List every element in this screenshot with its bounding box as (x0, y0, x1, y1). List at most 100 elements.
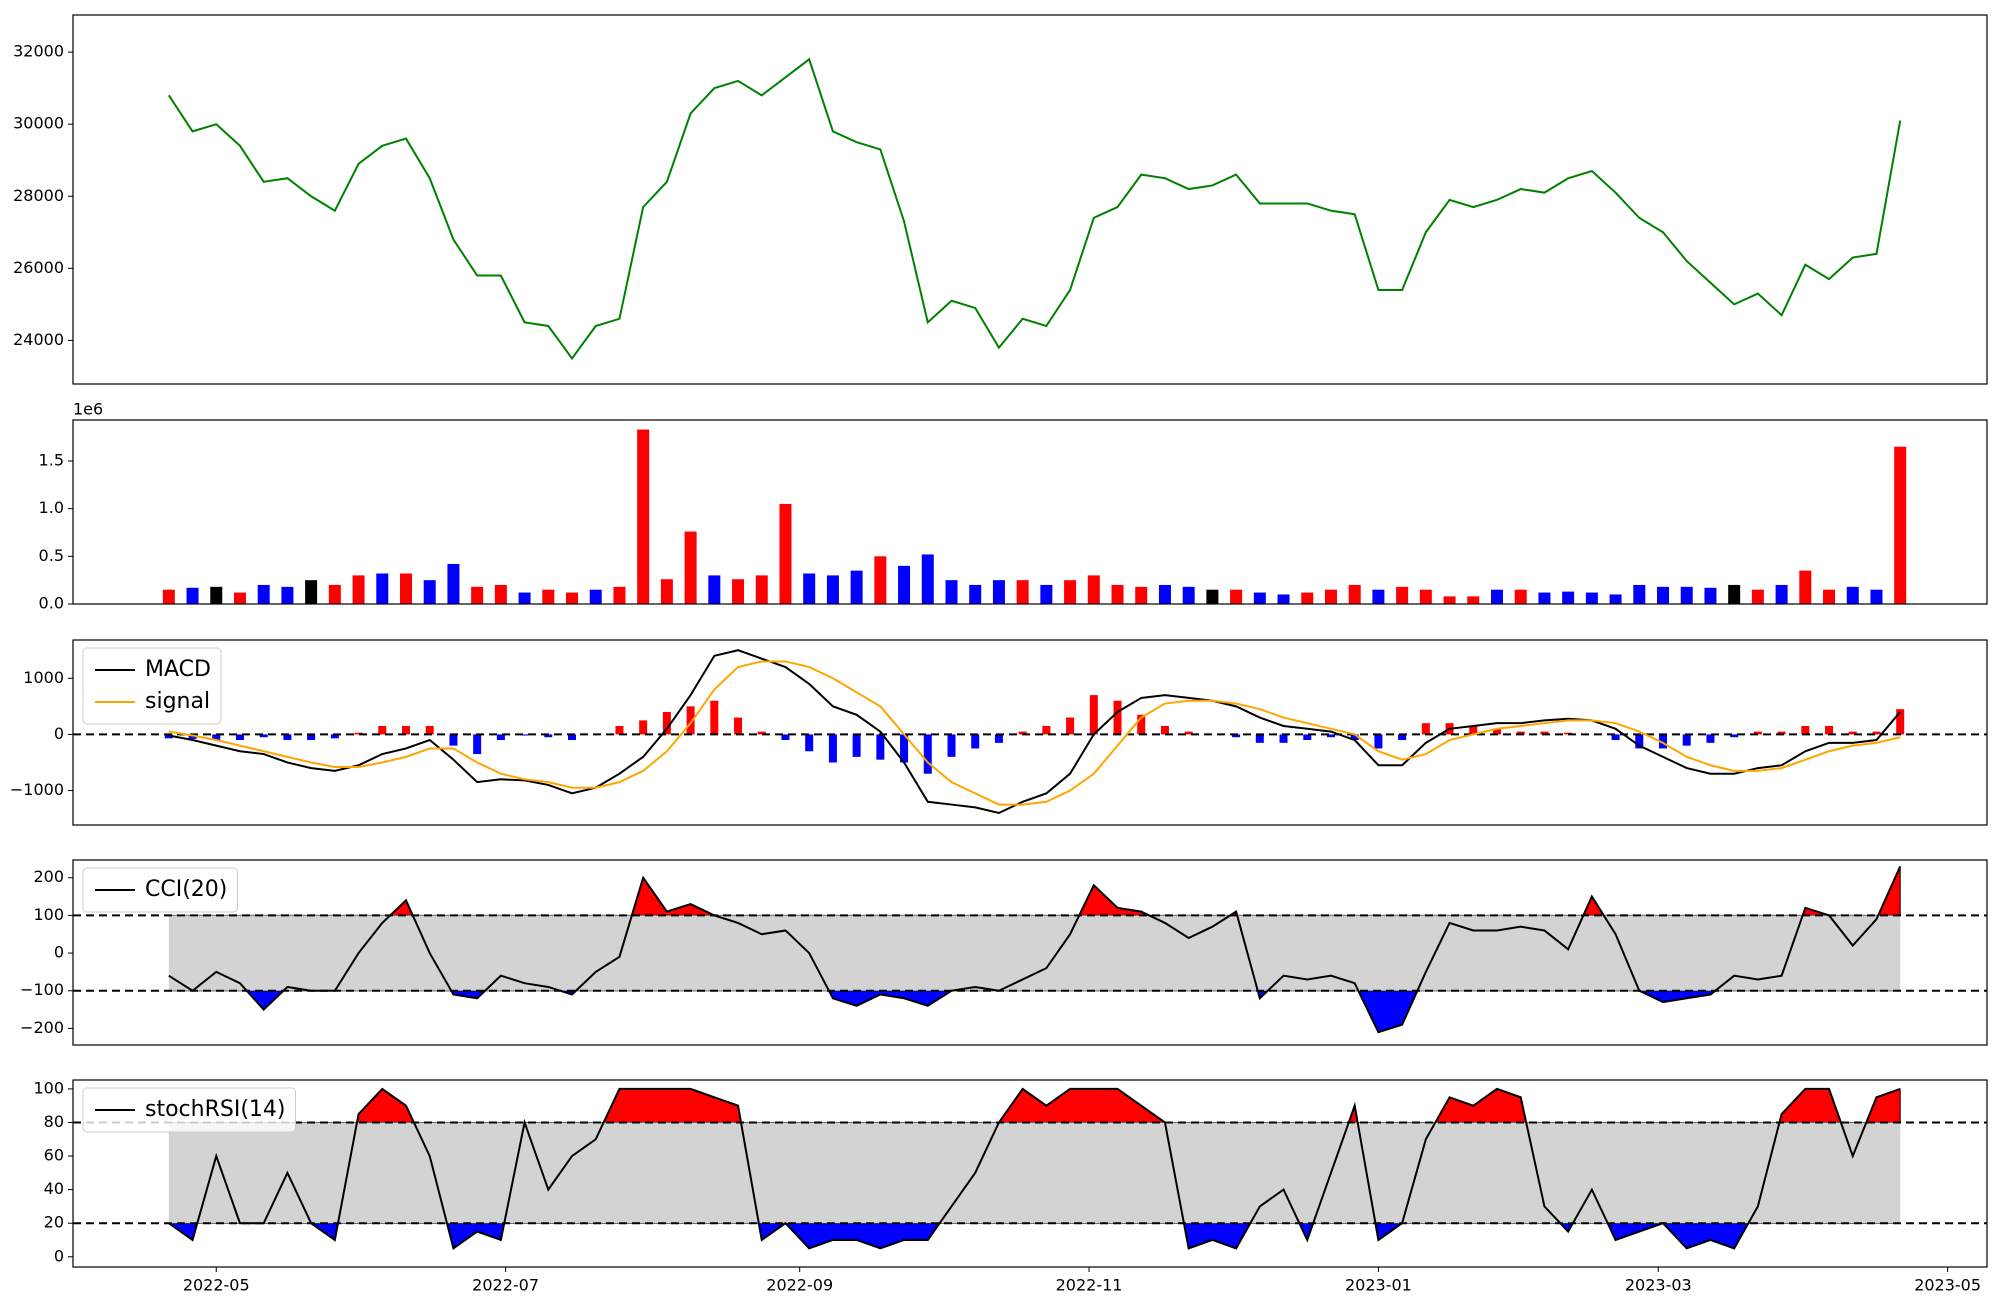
volume-bar (684, 531, 697, 604)
panel: −1000 0 1000 MACD signal (10, 639, 1988, 826)
volume-bar (1419, 589, 1432, 604)
y-tick-label: −200 (20, 1018, 64, 1037)
volume-bar (447, 563, 460, 604)
histogram-bar (1160, 725, 1169, 735)
volume-bar (1894, 446, 1907, 604)
histogram-bar (757, 731, 766, 735)
histogram-bar (1350, 734, 1359, 741)
volume-bar (423, 580, 436, 604)
volume-bar (1206, 589, 1219, 604)
histogram-bar (259, 734, 268, 738)
volume-bar (1490, 589, 1503, 604)
x-tick-label: 2023-01 (1345, 1276, 1412, 1295)
volume-bar (1348, 584, 1361, 604)
y-tick-label: −100 (20, 980, 64, 999)
volume-bar (637, 429, 650, 604)
volume-bar (1135, 586, 1148, 604)
axes-frame (72, 419, 1988, 605)
volume-bar (779, 503, 792, 604)
legend-box (82, 867, 238, 913)
volume-bar (945, 580, 958, 604)
y-tick-label: 200 (33, 867, 64, 886)
histogram-bar (449, 734, 458, 746)
axes-frame (72, 639, 1988, 826)
volume-bar (1870, 589, 1883, 604)
legend: CCI(20) (82, 867, 238, 913)
volume-bar (969, 584, 982, 604)
volume-bar (1585, 592, 1598, 604)
volume-bar (921, 554, 934, 604)
histogram-bar (1706, 734, 1715, 743)
histogram-bar (1255, 734, 1264, 743)
histogram-bar (1398, 734, 1407, 741)
volume-bar (1467, 596, 1480, 604)
axes-frame (72, 859, 1988, 1046)
volume-bar (1775, 584, 1788, 604)
histogram-bar (662, 711, 671, 735)
histogram-bar (1089, 695, 1098, 735)
y-tick-label: 100 (33, 905, 64, 924)
histogram-bar (1137, 714, 1146, 735)
axes-frame (72, 14, 1988, 385)
histogram-bar (520, 734, 529, 736)
axes-frame (72, 1079, 1988, 1268)
x-tick-label: 2022-05 (183, 1276, 250, 1295)
volume-bar (708, 575, 721, 604)
y-tick-label: 32000 (13, 42, 64, 61)
volume-bar (305, 580, 318, 604)
histogram-bar (781, 734, 790, 741)
volume-bar (1562, 591, 1575, 604)
panel: −200 −100 0 100 200 CCI(20) (20, 859, 1988, 1046)
legend-label: signal (145, 689, 210, 714)
volume-bar (898, 565, 911, 604)
volume-bar (1514, 589, 1527, 604)
histogram-bar (1326, 734, 1335, 738)
y-tick-label: 1000 (23, 668, 64, 687)
y-tick-label: 30000 (13, 114, 64, 133)
x-tick-label: 2023-03 (1625, 1276, 1692, 1295)
y-tick-label: 20 (44, 1213, 64, 1232)
y-tick-label: 28000 (13, 186, 64, 205)
y-tick-label: 26000 (13, 258, 64, 277)
series-line (168, 1087, 1901, 1251)
y-tick-label: 0.5 (39, 546, 64, 565)
volume-bar (1799, 570, 1812, 604)
x-tick-label: 2023-05 (1914, 1276, 1981, 1295)
histogram-bar (401, 725, 410, 735)
volume-bar (1277, 594, 1290, 604)
y-tick-label: 0 (54, 724, 64, 743)
histogram-bar (544, 734, 553, 738)
volume-bar (1064, 580, 1077, 604)
volume-bar (494, 584, 507, 604)
panel: 0.0 0.5 1.0 1.5 1e6 (39, 400, 1988, 613)
volume-bar (1230, 589, 1243, 604)
volume-bar (1301, 592, 1314, 604)
volume-bar (613, 586, 626, 604)
histogram-bar (828, 734, 837, 763)
volume-bar (518, 592, 531, 604)
volume-bar (589, 589, 602, 604)
y-tick-label: 0.0 (39, 594, 64, 613)
volume-bar (233, 592, 246, 604)
histogram-bar (1492, 728, 1501, 735)
histogram-bar (805, 734, 814, 752)
volume-bar (1253, 592, 1266, 604)
volume-bar (1016, 580, 1029, 604)
legend-label: MACD (145, 657, 211, 682)
y-tick-label: 1.5 (39, 450, 64, 469)
y-tick-label: 1.0 (39, 498, 64, 517)
y-tick-label: 60 (44, 1146, 64, 1165)
legend-label: stochRSI(14) (145, 1097, 286, 1122)
volume-bar (1680, 586, 1693, 604)
volume-bar (1728, 584, 1741, 604)
histogram-bar (900, 734, 909, 763)
y-tick-label: −1000 (10, 780, 64, 799)
volume-bar (1443, 596, 1456, 604)
histogram-bar (1801, 725, 1810, 735)
histogram-bar (1469, 725, 1478, 735)
volume-bar (328, 584, 341, 604)
histogram-bar (1184, 731, 1193, 735)
histogram-bar (615, 725, 624, 735)
histogram-bar (734, 717, 743, 735)
